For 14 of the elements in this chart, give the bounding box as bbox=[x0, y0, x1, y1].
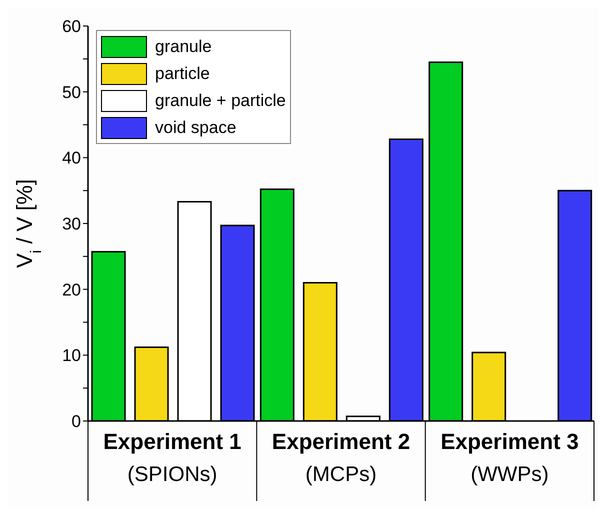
y-tick-label: 10 bbox=[62, 346, 81, 366]
x-tick-label: Experiment 2 (MCPs) bbox=[272, 429, 410, 486]
y-tick-label: 30 bbox=[62, 214, 81, 234]
legend-label: void space bbox=[155, 118, 236, 138]
legend-label: granule bbox=[155, 36, 212, 56]
legend-label: particle bbox=[155, 64, 210, 84]
x-tick-label: Experiment 3 (WWPs) bbox=[440, 429, 579, 486]
y-tick-label: 20 bbox=[62, 280, 81, 300]
y-tick-label: 50 bbox=[62, 82, 81, 102]
legend-label: granule + particle bbox=[155, 90, 286, 110]
y-tick-label: 60 bbox=[62, 17, 81, 36]
y-tick-label: 0 bbox=[72, 412, 81, 432]
x-tick-label: Experiment 1 (SPIONs) bbox=[103, 429, 242, 486]
y-tick-label: 40 bbox=[62, 148, 81, 168]
